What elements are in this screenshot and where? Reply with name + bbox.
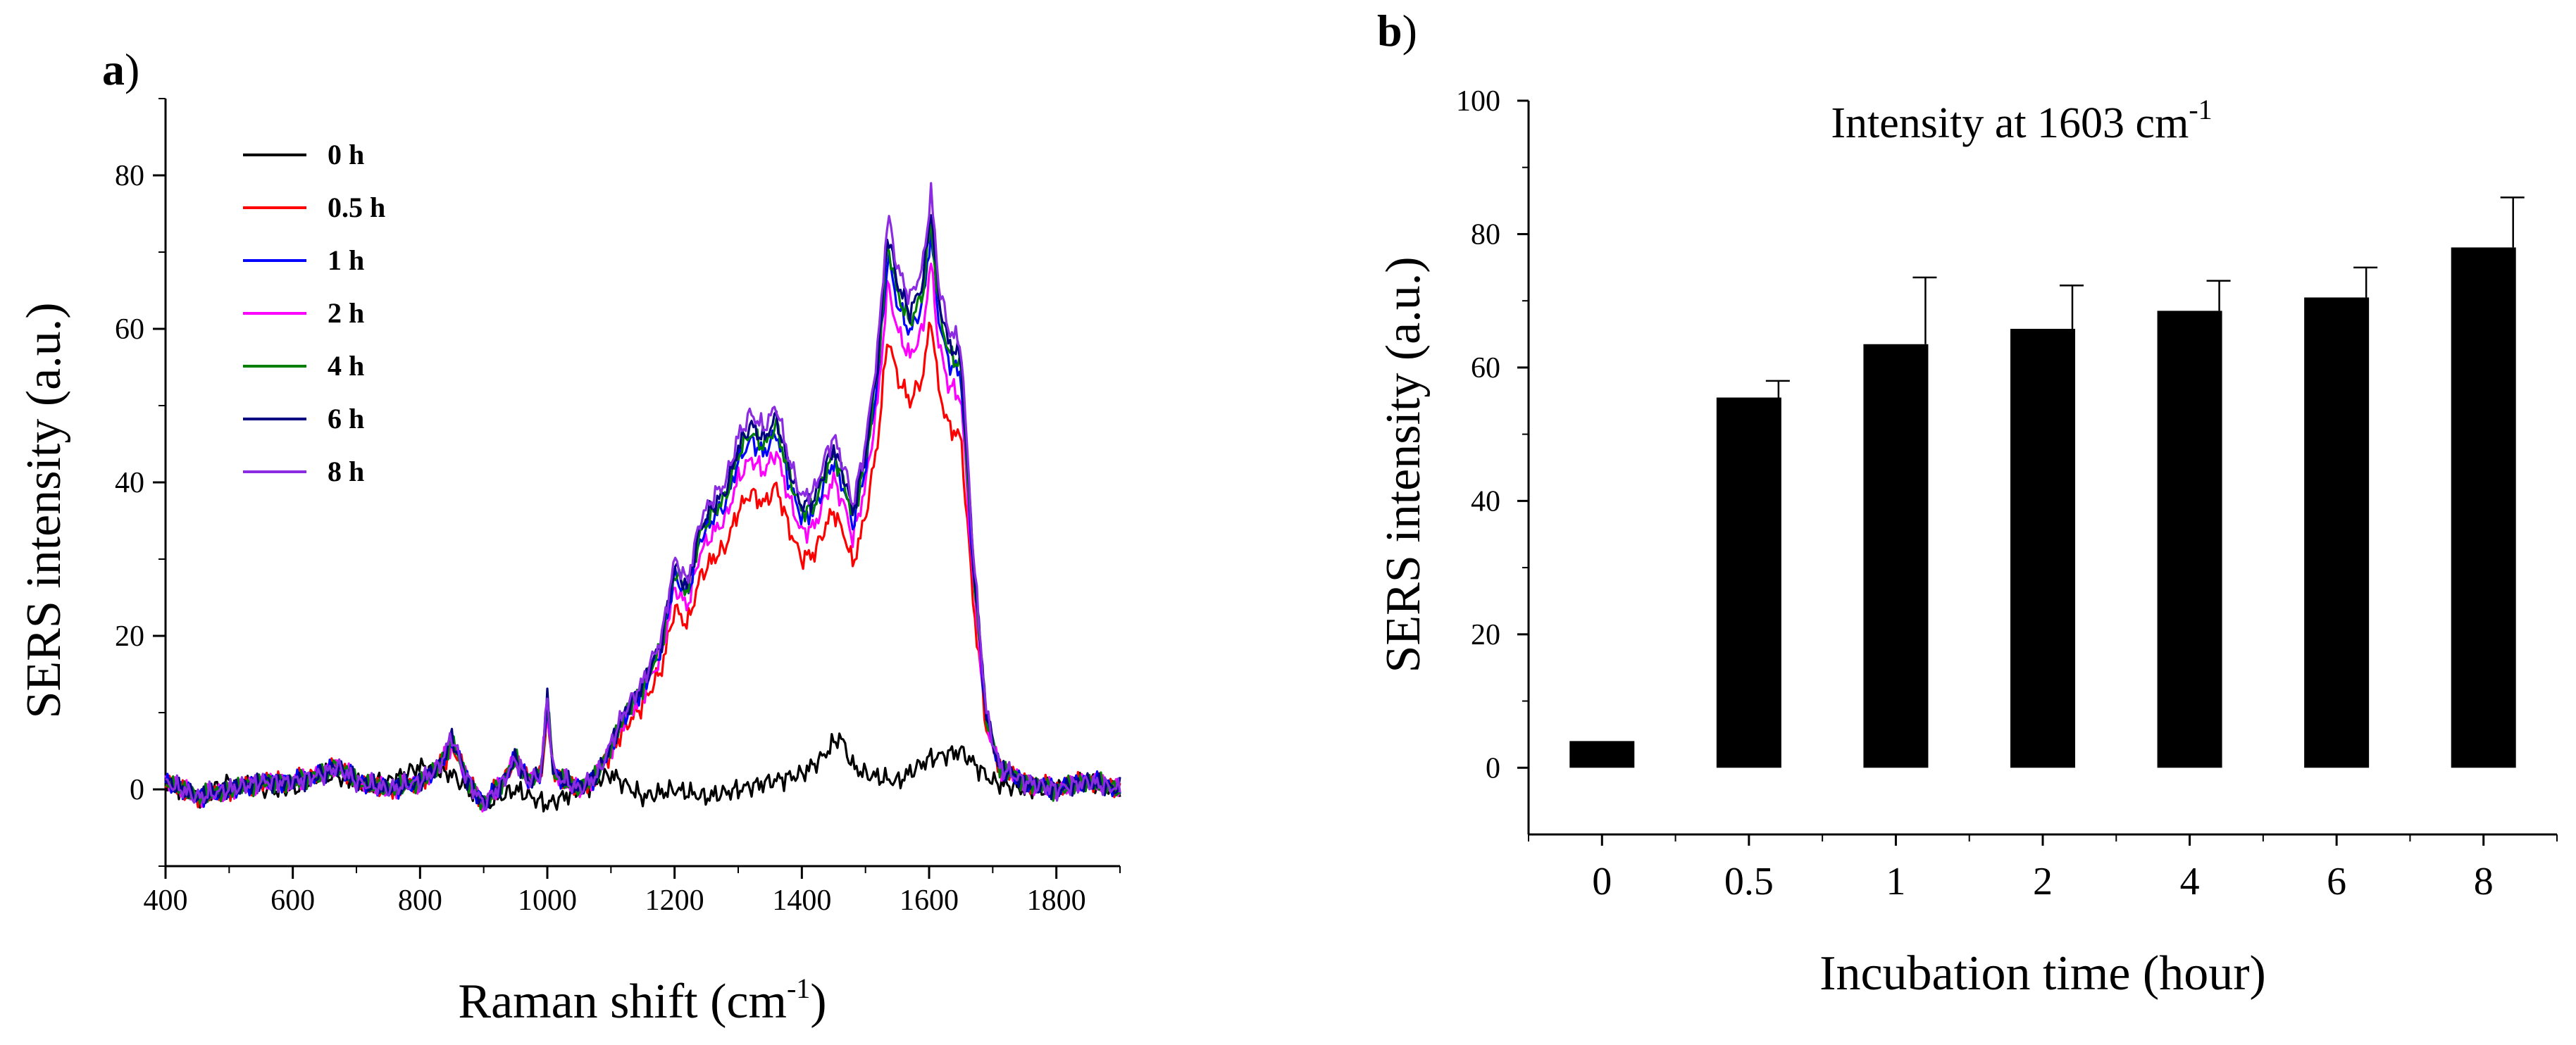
panel-a-y-tick-label: 60 bbox=[115, 313, 144, 346]
panel-a-x-tick-label: 1600 bbox=[900, 884, 959, 917]
panel-b-x-tick-label: 6 bbox=[2327, 860, 2346, 903]
panel-b-y-axis-title: SERS intensity (a.u.) bbox=[1376, 256, 1431, 672]
panel-a-label: a) bbox=[102, 44, 139, 94]
legend-label: 1 h bbox=[328, 244, 364, 276]
bar bbox=[2451, 247, 2516, 768]
panel-a-x-tick-label: 1000 bbox=[518, 884, 577, 917]
series-line-1-h bbox=[164, 232, 1121, 809]
panel-b-x-tick-label: 2 bbox=[2033, 860, 2053, 903]
legend-label: 6 h bbox=[328, 403, 364, 434]
panel-b-bars bbox=[1569, 196, 2525, 768]
series-line-8-h bbox=[165, 182, 1121, 812]
panel-b-title: Intensity at 1603 cm-1 bbox=[1831, 94, 2212, 147]
panel-b-y-tick-label: 80 bbox=[1471, 218, 1500, 251]
panel-b-x-axis-title: Incubation time (hour) bbox=[1819, 946, 2266, 1001]
series-line-6-h bbox=[164, 214, 1121, 808]
bar bbox=[1569, 741, 1635, 768]
panel-a-x-tick-label: 800 bbox=[398, 884, 442, 917]
panel-b-label: b) bbox=[1377, 6, 1417, 56]
legend-label: 2 h bbox=[328, 297, 364, 329]
panel-a-x-tick-label: 400 bbox=[144, 884, 188, 917]
panel-a-y-tick-label: 80 bbox=[115, 160, 144, 192]
panel-a-legend: 0 h 0.5 h 1 h 2 h 4 h 6 h 8 h bbox=[243, 139, 385, 487]
panel-b-x-tick-label: 0 bbox=[1592, 860, 1612, 903]
legend-label: 0 h bbox=[328, 139, 364, 170]
panel-b-y-tick-label: 0 bbox=[1486, 752, 1500, 784]
legend-label: 4 h bbox=[328, 350, 364, 382]
panel-a-y-tick-label: 40 bbox=[115, 467, 144, 499]
panel-b-x-tick-label: 1 bbox=[1886, 860, 1905, 903]
panel-b-x-tick-label: 8 bbox=[2474, 860, 2494, 903]
panel-a-x-axis-title: Raman shift (cm-1) bbox=[458, 972, 826, 1029]
series-line-4-h bbox=[166, 213, 1121, 811]
panel-b-y-tick-label: 20 bbox=[1471, 619, 1500, 651]
panel-a-ticks: 400 600 800 1000 1200 1400 1600 1800 0 20 40 60 80 bbox=[115, 98, 1121, 917]
panel-a-y-axis-title: SERS intensity (a.u.) bbox=[17, 302, 71, 718]
panel-a-series bbox=[164, 182, 1121, 813]
series-line-2-h bbox=[164, 262, 1121, 813]
bar bbox=[1863, 344, 1929, 768]
bar bbox=[2157, 311, 2222, 768]
bar bbox=[1716, 397, 1781, 768]
panel-a-x-tick-label: 1200 bbox=[645, 884, 704, 917]
panel-a-x-tick-label: 600 bbox=[270, 884, 315, 917]
legend-label: 8 h bbox=[328, 456, 364, 487]
panel-a-x-tick-label: 1400 bbox=[772, 884, 831, 917]
panel-a-y-tick-label: 0 bbox=[130, 774, 144, 806]
legend-label: 0.5 h bbox=[328, 192, 385, 223]
panel-b-x-tick-label: 0.5 bbox=[1724, 860, 1774, 903]
panel-a-x-tick-label: 1800 bbox=[1027, 884, 1086, 917]
panel-b-y-tick-label: 40 bbox=[1471, 485, 1500, 518]
panel-b-x-tick-label: 4 bbox=[2180, 860, 2200, 903]
panel-b-y-tick-label: 100 bbox=[1456, 85, 1500, 118]
panel-a-line-chart: a) 400 600 800 1000 1200 1400 1600 1800 0 20 40 60 8… bbox=[17, 44, 1121, 1029]
series-line-0-5-h bbox=[164, 321, 1121, 808]
panel-b-ticks: 0 20 40 60 80 100 0 0.5 1 2 4 6 8 bbox=[1456, 85, 2558, 903]
bar bbox=[2010, 328, 2075, 768]
panel-b-y-tick-label: 60 bbox=[1471, 352, 1500, 384]
panel-a-y-tick-label: 20 bbox=[115, 620, 144, 653]
bar bbox=[2304, 297, 2370, 768]
